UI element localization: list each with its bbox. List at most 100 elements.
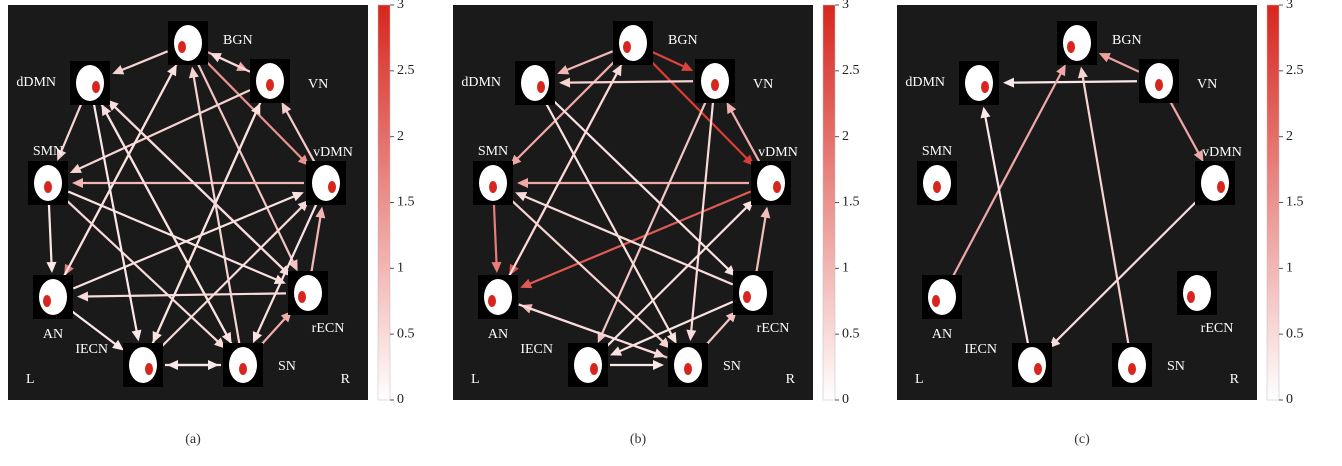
colorbar-tick-label: 3 <box>397 0 404 12</box>
colorbar-tick-label: 3 <box>842 0 849 12</box>
node-label: dDMN <box>461 75 501 90</box>
node-label: IECN <box>520 342 553 357</box>
node-label: IECN <box>75 342 108 357</box>
side-label: R <box>1230 372 1240 387</box>
brain-activation <box>1187 291 1195 303</box>
brain-icon <box>76 65 104 101</box>
panel-caption: (a) <box>185 432 201 447</box>
node-label: dDMN <box>905 75 945 90</box>
node-label: vDMN <box>313 145 353 160</box>
colorbar-tick-label: 2.5 <box>1286 63 1304 78</box>
brain-icon <box>484 279 512 315</box>
colorbar-tick-label: 1.5 <box>397 195 415 210</box>
brain-activation <box>743 291 751 303</box>
colorbar-tick-label: 0.5 <box>1286 326 1304 341</box>
brain-activation <box>932 295 940 307</box>
brain-icon <box>757 165 785 201</box>
node-label: AN <box>43 327 63 342</box>
brain-activation <box>981 81 989 93</box>
side-label: L <box>915 372 924 387</box>
brain-activation <box>773 181 781 193</box>
node-label: vDMN <box>758 145 798 160</box>
node-label: VN <box>753 77 773 92</box>
colorbar <box>1267 5 1279 400</box>
colorbar-tick-label: 3 <box>1286 0 1293 12</box>
side-label: R <box>341 372 351 387</box>
brain-icon <box>574 347 602 383</box>
colorbar-tick-label: 1 <box>1286 261 1293 276</box>
node-label: rECN <box>1201 321 1234 336</box>
node-label: SN <box>723 359 741 374</box>
colorbar-tick-label: 2.5 <box>842 63 860 78</box>
node-label: SN <box>278 359 296 374</box>
node-label: dDMN <box>16 75 56 90</box>
side-label: L <box>471 372 480 387</box>
brain-activation <box>145 363 153 375</box>
brain-icon <box>1063 25 1091 61</box>
node-label: SMN <box>33 144 63 159</box>
colorbar-tick-label: 2 <box>397 129 404 144</box>
brain-activation <box>1217 181 1225 193</box>
colorbar-tick-label: 2 <box>842 129 849 144</box>
brain-activation <box>684 363 692 375</box>
brain-activation <box>623 41 631 53</box>
brain-icon <box>174 25 202 61</box>
brain-icon <box>312 165 340 201</box>
node-label: VN <box>1197 77 1217 92</box>
brain-icon <box>965 65 993 101</box>
panel-caption: (c) <box>1074 432 1090 447</box>
brain-activation <box>1034 363 1042 375</box>
brain-icon <box>1183 275 1211 311</box>
node-label: VN <box>308 77 328 92</box>
panel: BGN VN vDMN rECN SN IECN AN SMN dDMN L R <box>453 5 813 400</box>
colorbar-tick-label: 0.5 <box>842 326 860 341</box>
colorbar-tick-label: 1.5 <box>842 195 860 210</box>
node-label: AN <box>932 327 952 342</box>
brain-activation <box>43 295 51 307</box>
colorbar-tick-label: 1 <box>842 261 849 276</box>
node-label: BGN <box>1112 33 1142 48</box>
brain-activation <box>590 363 598 375</box>
brain-activation <box>44 181 52 193</box>
brain-icon <box>739 275 767 311</box>
brain-icon <box>1201 165 1229 201</box>
brain-activation <box>266 79 274 91</box>
colorbar-tick-label: 1.5 <box>1286 195 1304 210</box>
brain-icon <box>619 25 647 61</box>
node-label: BGN <box>668 33 698 48</box>
brain-icon <box>521 65 549 101</box>
node-label: AN <box>488 327 508 342</box>
brain-activation <box>711 79 719 91</box>
brain-activation <box>92 81 100 93</box>
brain-activation <box>298 291 306 303</box>
brain-activation <box>537 81 545 93</box>
brain-icon <box>1018 347 1046 383</box>
colorbar <box>378 5 390 400</box>
panel: BGNVNvDMNrECNSNIECNANSMNdDMNLR <box>8 5 368 400</box>
edge-line <box>1011 81 1137 82</box>
side-label: L <box>26 372 35 387</box>
brain-icon <box>928 279 956 315</box>
brain-activation <box>178 41 186 53</box>
brain-icon <box>39 279 67 315</box>
node-label: SN <box>1167 359 1185 374</box>
node-label: SMN <box>922 144 952 159</box>
node-label: SMN <box>478 144 508 159</box>
panel: BGNVNvDMNrECNSNIECNANSMNdDMNLR <box>897 5 1257 400</box>
colorbar-tick-label: 0.5 <box>397 326 415 341</box>
node-label: vDMN <box>1202 145 1242 160</box>
brain-activation <box>488 295 496 307</box>
brain-activation <box>1067 41 1075 53</box>
colorbar-tick-label: 0 <box>842 392 849 407</box>
node-label: rECN <box>757 321 790 336</box>
brain-activation <box>933 181 941 193</box>
side-label: R <box>786 372 796 387</box>
colorbar-tick-label: 2.5 <box>397 63 415 78</box>
brain-activation <box>1155 79 1163 91</box>
brain-activation <box>489 181 497 193</box>
node-label: BGN <box>223 33 253 48</box>
colorbar-tick-label: 1 <box>397 261 404 276</box>
colorbar-tick-label: 2 <box>1286 129 1293 144</box>
panel-caption: (b) <box>630 432 647 447</box>
brain-activation <box>1128 363 1136 375</box>
